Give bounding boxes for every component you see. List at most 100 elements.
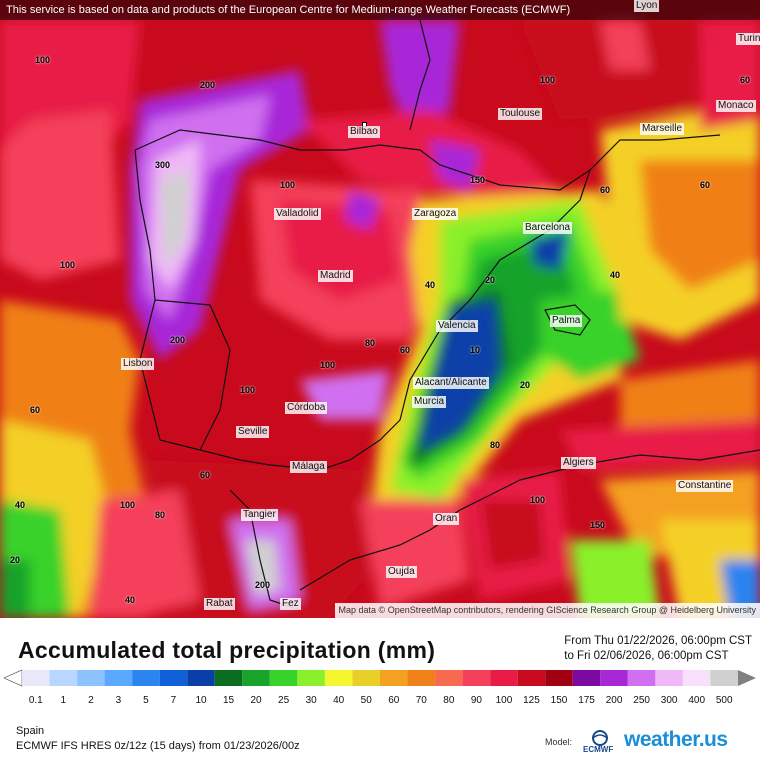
legend-swatch: [297, 670, 325, 686]
contour-label: 60: [740, 75, 751, 85]
contour-label: 200: [170, 335, 186, 345]
legend-tick-label: 500: [715, 695, 733, 706]
city-oran[interactable]: Oran: [433, 513, 460, 525]
city-algiers[interactable]: Algiers: [561, 457, 596, 469]
legend-swatch: [572, 670, 601, 686]
legend-tick-label: 1: [60, 695, 67, 706]
city-valencia[interactable]: Valencia: [436, 320, 478, 332]
legend-swatch: [49, 670, 78, 686]
weather-us-logo[interactable]: weather.us: [624, 728, 728, 752]
legend-swatch: [462, 670, 491, 686]
city-lyon[interactable]: Lyon: [634, 0, 660, 12]
time-range: From Thu 01/22/2026, 06:00pm CST to Fri …: [564, 634, 752, 664]
city-tangier[interactable]: Tangier: [241, 509, 278, 521]
contour-label: 80: [365, 338, 376, 348]
legend-swatch: [627, 670, 656, 686]
contour-label: 40: [15, 500, 26, 510]
city-cordoba[interactable]: Córdoba: [285, 402, 328, 414]
city-barcelona[interactable]: Barcelona: [523, 222, 573, 234]
city-palma[interactable]: Palma: [550, 315, 583, 327]
legend-swatch: [435, 670, 463, 686]
city-constantine[interactable]: Constantine: [676, 480, 734, 492]
legend-tick-label: 40: [333, 695, 345, 706]
model-info: ECMWF IFS HRES 0z/12z (15 days) from 01/…: [16, 740, 300, 752]
legend-swatch: [682, 670, 711, 686]
legend-swatch: [490, 670, 518, 686]
city-seville[interactable]: Seville: [236, 426, 270, 438]
city-valladolid[interactable]: Valladolid: [274, 208, 321, 220]
legend-swatch: [324, 670, 353, 686]
legend-swatch: [269, 670, 298, 686]
city-malaga[interactable]: Málaga: [290, 461, 327, 473]
city-lisbon[interactable]: Lisbon: [121, 358, 155, 370]
city-murcia[interactable]: Murcia: [412, 396, 447, 408]
contour-label: 40: [425, 280, 436, 290]
contour-label: 100: [60, 260, 76, 270]
legend-tick-label: 125: [523, 695, 540, 706]
city-bilbao[interactable]: Bilbao: [348, 126, 380, 138]
contour-label: 60: [30, 405, 41, 415]
contour-label: 80: [155, 510, 166, 520]
legend-tick-label: 100: [495, 695, 513, 706]
contour-label: 200: [255, 580, 271, 590]
contour-label: 100: [320, 360, 336, 370]
legend-swatch: [214, 670, 243, 686]
legend-swatch: [77, 670, 105, 686]
map-canvas: [0, 0, 760, 618]
legend-tick-label: 25: [278, 695, 290, 706]
color-legend-bar: [4, 669, 756, 687]
city-zaragoza[interactable]: Zaragoza: [412, 208, 459, 220]
contour-label: 40: [125, 595, 136, 605]
precipitation-map[interactable]: This service is based on data and produc…: [0, 0, 760, 618]
ecmwf-logo-icon: [592, 730, 608, 746]
contour-label: 300: [155, 160, 171, 170]
city-marseille[interactable]: Marseille: [640, 123, 685, 135]
time-range-from: From Thu 01/22/2026, 06:00pm CST: [564, 635, 752, 647]
contour-label: 20: [520, 380, 531, 390]
legend-tick-label: 3: [115, 695, 122, 706]
city-oujda[interactable]: Oujda: [386, 566, 417, 578]
legend-tick-label: 200: [605, 695, 623, 706]
map-attribution[interactable]: Map data © OpenStreetMap contributors, r…: [334, 603, 760, 618]
legend-swatch: [710, 670, 738, 686]
legend-tick-label: 70: [415, 695, 427, 706]
contour-label: 60: [700, 180, 711, 190]
city-monaco[interactable]: Monaco: [716, 100, 756, 112]
legend-arrow-left: [4, 669, 23, 687]
contour-label: 60: [200, 470, 211, 480]
contour-label: 100: [240, 385, 256, 395]
legend-swatch: [407, 670, 436, 686]
ecmwf-banner: This service is based on data and produc…: [0, 0, 760, 20]
legend-tick-label: 400: [688, 695, 706, 706]
legend-swatch: [22, 670, 50, 686]
city-alicante[interactable]: Alacant/Alicante: [413, 377, 489, 389]
region-label: Spain: [16, 725, 45, 737]
logo-us: us: [704, 728, 728, 751]
legend-swatch: [600, 670, 628, 686]
city-fez[interactable]: Fez: [280, 598, 301, 610]
city-toulouse[interactable]: Toulouse: [498, 108, 543, 120]
legend-tick-label: 7: [170, 695, 177, 706]
legend-ticks: 0.1 1 2 3 5 7 10 15 20 25 30 40 50 60 70 80 90 100 125 150 1…: [0, 695, 760, 709]
contour-label: 60: [600, 185, 611, 195]
legend-tick-label: 10: [195, 695, 207, 706]
contour-label: 200: [200, 80, 216, 90]
logo-text: weather.: [624, 728, 705, 751]
ecmwf-logo-text: ECMWF: [583, 745, 614, 754]
legend-tick-label: 300: [660, 695, 678, 706]
legend-swatch: [380, 670, 408, 686]
time-range-to: to Fri 02/06/2026, 06:00pm CST: [564, 650, 729, 662]
legend-swatch: [132, 670, 160, 686]
chart-title: Accumulated total precipitation (mm): [18, 637, 436, 663]
legend-tick-label: 2: [88, 695, 94, 706]
contour-label: 100: [120, 500, 136, 510]
legend-swatch: [655, 670, 683, 686]
city-madrid[interactable]: Madrid: [318, 270, 353, 282]
city-turin[interactable]: Turin: [736, 33, 760, 45]
legend-tick-label: 30: [305, 695, 317, 706]
legend-tick-label: 80: [443, 695, 455, 706]
legend-tick-label: 5: [143, 695, 149, 706]
city-rabat[interactable]: Rabat: [204, 598, 235, 610]
legend-tick-label: 0.1: [28, 695, 43, 706]
legend-swatch: [187, 670, 215, 686]
